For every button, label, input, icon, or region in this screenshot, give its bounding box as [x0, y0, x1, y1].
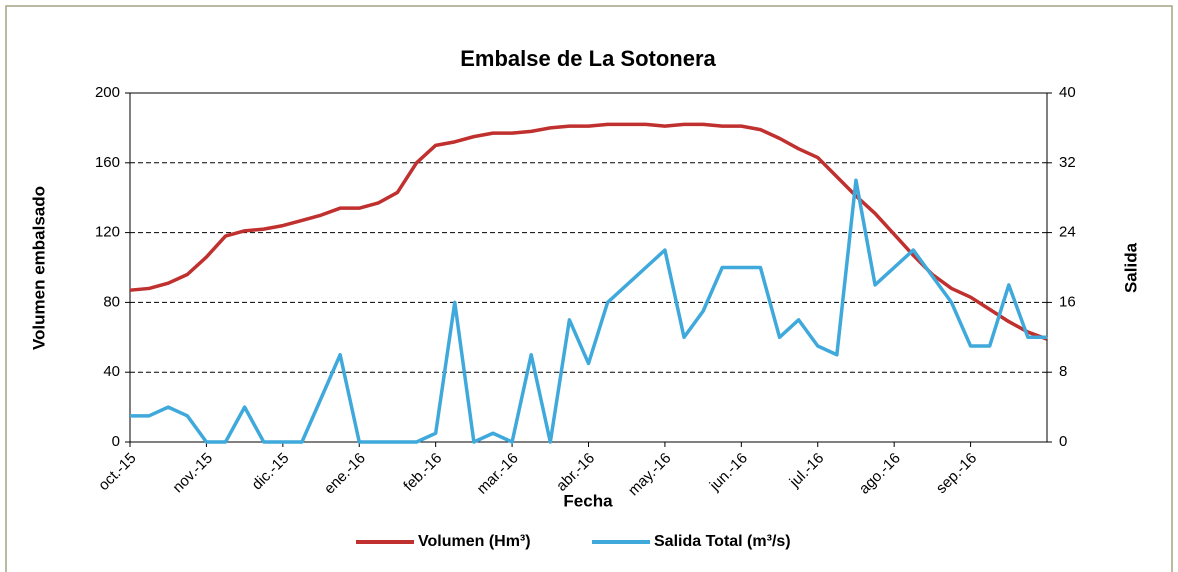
x-tick-label: mar.-16 — [474, 450, 522, 498]
legend-label: Salida Total (m³/s) — [654, 533, 791, 550]
y-tick-label: 80 — [103, 293, 120, 310]
y2-tick-label: 16 — [1059, 293, 1076, 310]
legend-label: Volumen (Hm³) — [418, 533, 531, 550]
x-tick-label: oct.-15 — [95, 450, 139, 494]
y2-tick-label: 24 — [1059, 224, 1076, 241]
x-tick-label: abr.-16 — [553, 450, 598, 495]
y-tick-label: 160 — [95, 154, 120, 171]
x-tick-label: jul.-16 — [786, 450, 828, 492]
plot-area — [129, 92, 1048, 443]
series-line — [129, 122, 1048, 341]
y-tick-label: 40 — [103, 363, 120, 380]
y-axis-label: Volumen embalsado — [29, 186, 48, 350]
x-tick-label: ago.-16 — [856, 450, 904, 498]
y2-tick-label: 0 — [1059, 433, 1067, 450]
x-axis-label: Fecha — [563, 491, 613, 510]
series-line — [130, 178, 1047, 444]
x-tick-label: may.-16 — [625, 450, 675, 500]
x-tick-label: jun.-16 — [706, 450, 751, 495]
y2-tick-label: 8 — [1059, 363, 1067, 380]
frame — [5, 5, 1173, 572]
x-tick-label: ene.-16 — [321, 450, 369, 498]
y-tick-label: 0 — [112, 433, 120, 450]
y-tick-label: 120 — [95, 224, 120, 241]
y-tick-label: 200 — [95, 84, 120, 101]
x-tick-label: nov.-15 — [169, 450, 216, 497]
y2-tick-label: 32 — [1059, 154, 1076, 171]
y2-tick-label: 40 — [1059, 84, 1076, 101]
x-tick-label: sep.-16 — [933, 450, 980, 497]
y2-axis-label: Salida — [1121, 242, 1140, 293]
x-tick-label: dic.-15 — [249, 450, 293, 494]
chart-title: Embalse de La Sotonera — [460, 46, 716, 71]
x-tick-label: feb.-16 — [400, 450, 445, 495]
